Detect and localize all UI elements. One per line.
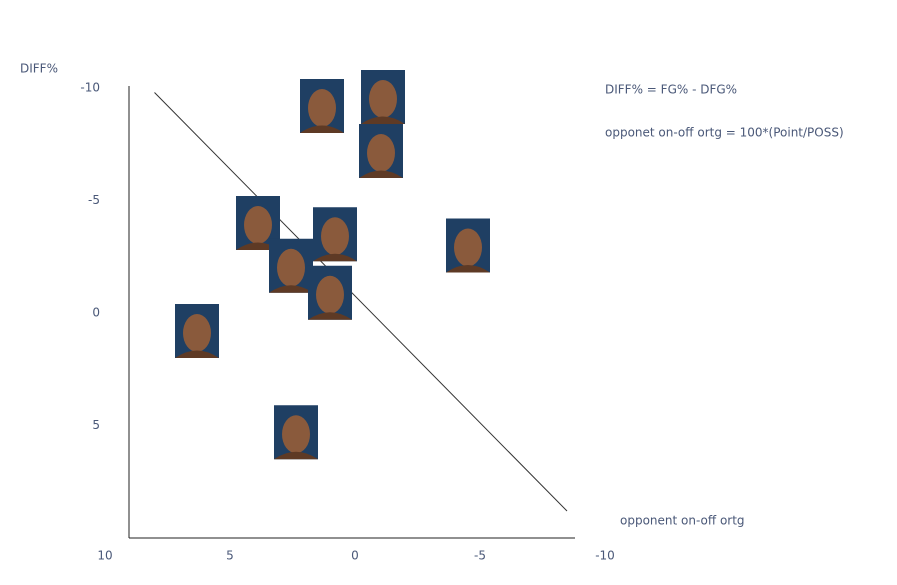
player-marker — [269, 238, 313, 293]
marker-face — [282, 415, 310, 454]
y-tick-label: -10 — [80, 81, 100, 95]
y-tick-label: 0 — [92, 306, 100, 320]
marker-shoulders — [175, 350, 219, 358]
marker-shoulders — [313, 253, 357, 262]
marker-face — [277, 248, 305, 287]
reference-line — [154, 92, 568, 512]
marker-face — [367, 134, 395, 172]
marker-shoulders — [269, 285, 313, 293]
marker-shoulders — [446, 265, 490, 273]
player-marker — [300, 79, 344, 133]
marker-shoulders — [361, 116, 405, 124]
player-marker — [274, 405, 318, 460]
player-marker — [446, 218, 490, 273]
marker-face — [454, 228, 482, 267]
x-tick-label: -10 — [595, 549, 615, 563]
marker-face — [183, 314, 211, 352]
player-marker — [175, 304, 219, 358]
player-marker — [313, 207, 357, 262]
marker-face — [369, 80, 397, 118]
x-tick-label: 5 — [226, 549, 234, 563]
player-marker — [361, 70, 405, 124]
x-tick-label: 10 — [97, 549, 112, 563]
marker-shoulders — [359, 170, 403, 178]
marker-face — [321, 217, 349, 256]
marker-face — [244, 206, 272, 244]
marker-face — [316, 275, 344, 314]
y-tick-label: -5 — [88, 193, 100, 207]
annotation: opponet on-off ortg = 100*(Point/POSS) — [605, 126, 844, 140]
x-axis-title: opponent on-off ortg — [620, 514, 745, 528]
x-tick-label: 0 — [351, 549, 359, 563]
annotation: DIFF% = FG% - DFG% — [605, 83, 737, 97]
y-axis-title: DIFF% — [20, 62, 58, 76]
player-marker — [308, 265, 352, 320]
marker-face — [308, 89, 336, 127]
marker-shoulders — [300, 125, 344, 133]
player-marker — [359, 124, 403, 178]
marker-shoulders — [308, 312, 352, 320]
x-tick-label: -5 — [474, 549, 486, 563]
y-tick-label: 5 — [92, 418, 100, 432]
marker-shoulders — [274, 451, 318, 460]
